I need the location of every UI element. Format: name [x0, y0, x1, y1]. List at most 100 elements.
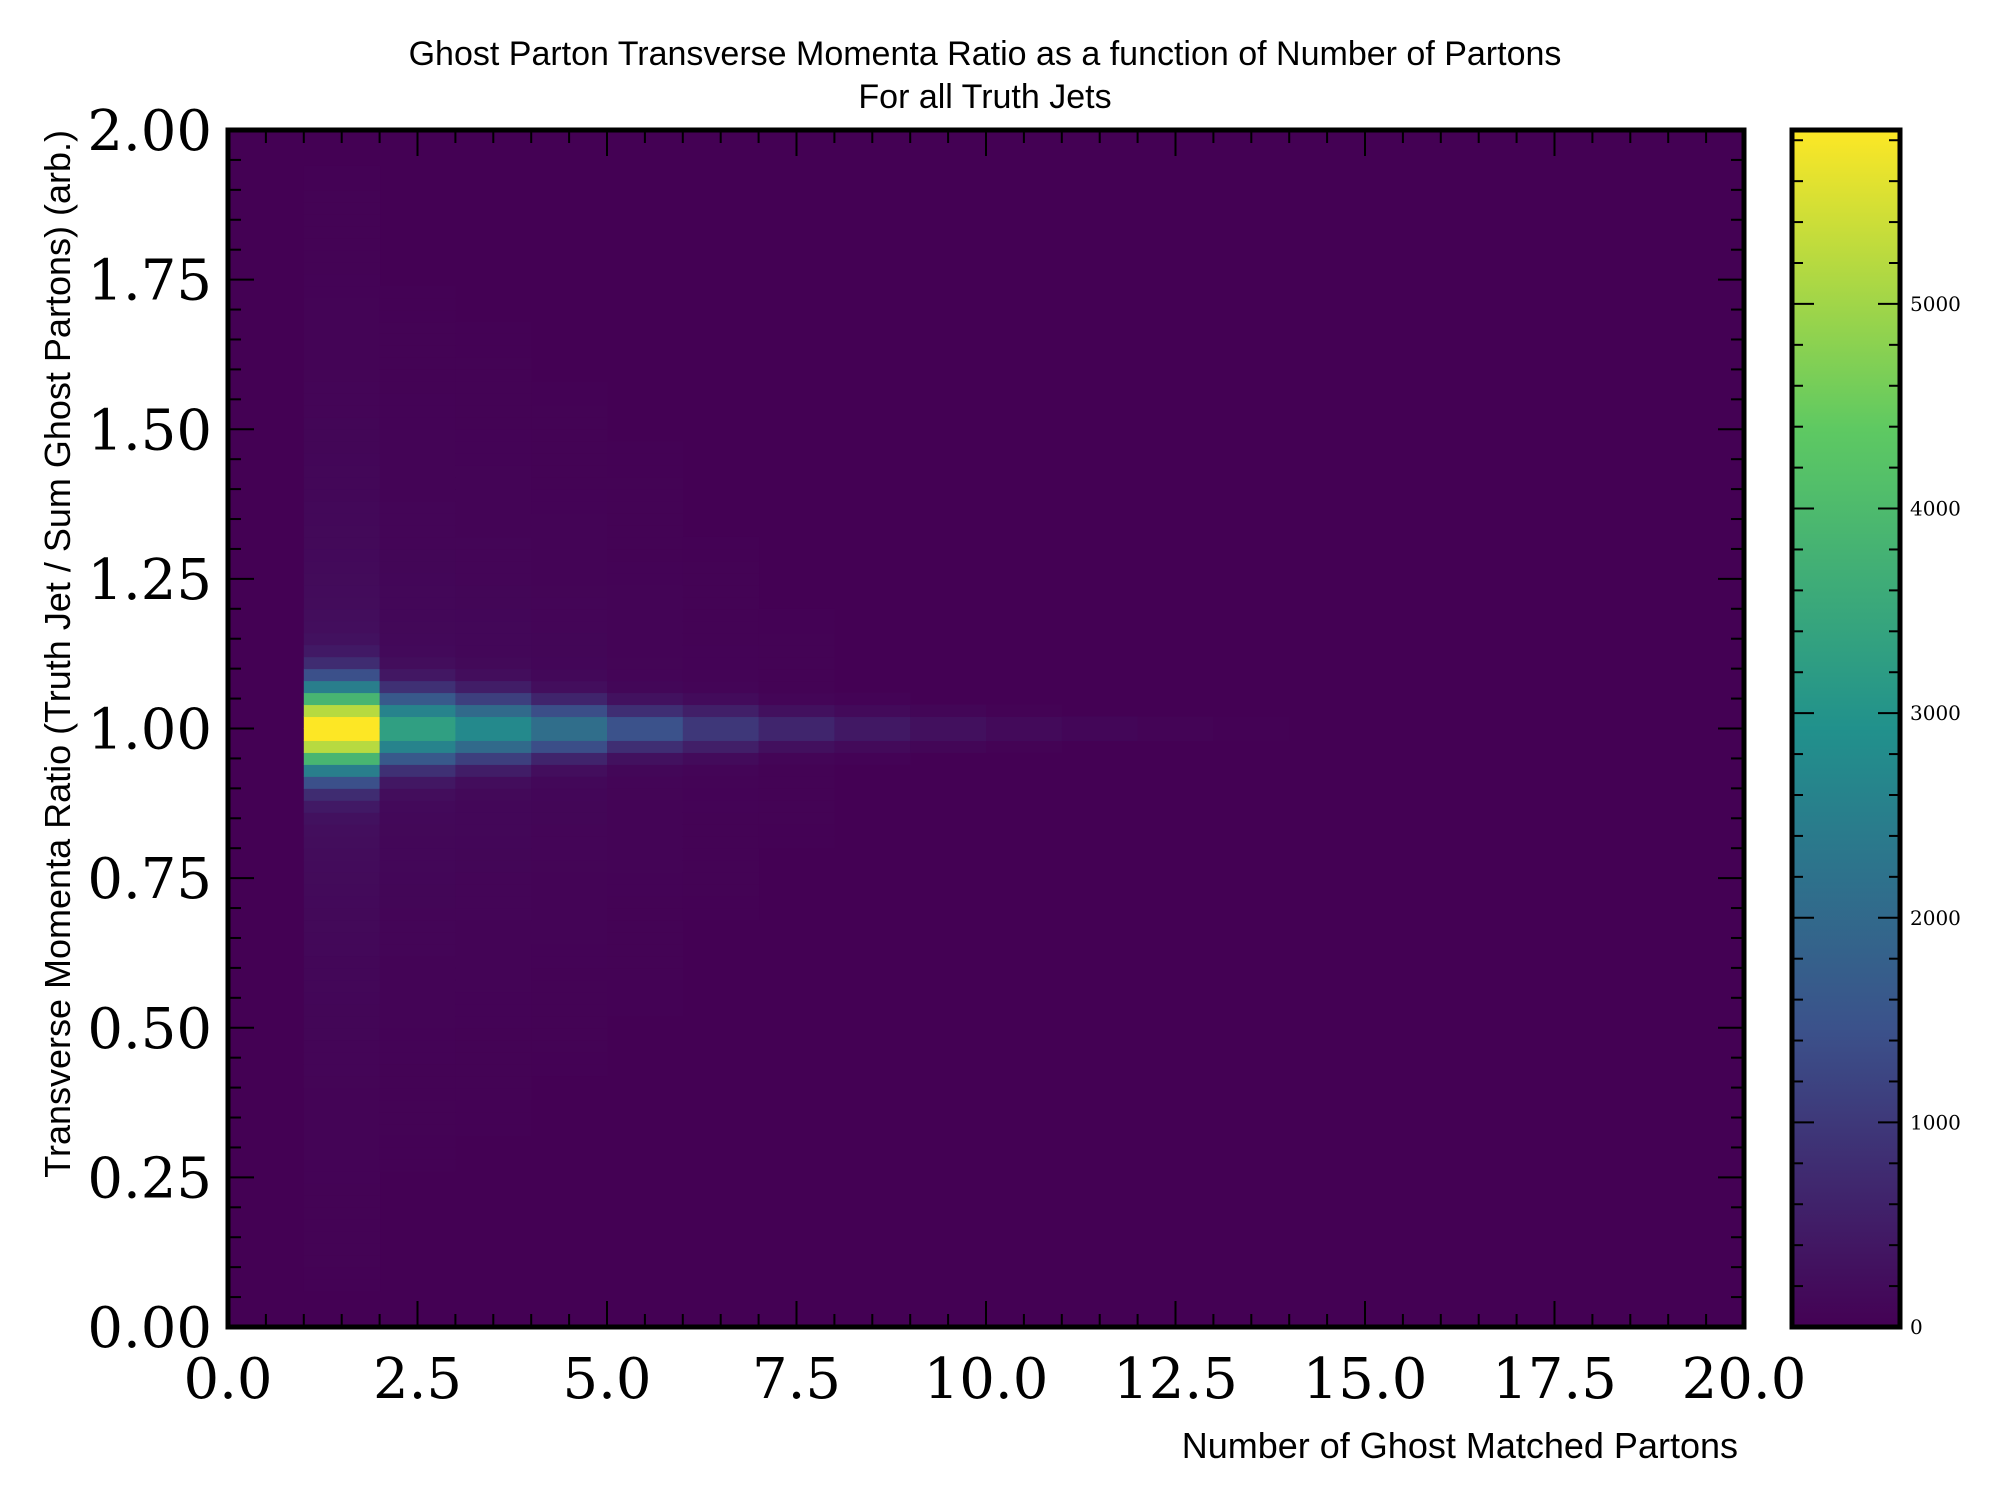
heatmap-cell: [758, 752, 835, 765]
heatmap-cell: [607, 1003, 684, 1017]
heatmap-cell: [303, 596, 381, 610]
heatmap-cell: [682, 860, 760, 873]
heatmap-cell: [455, 465, 532, 478]
heatmap-cell: [379, 955, 456, 969]
heatmap-cell: [303, 177, 381, 191]
heatmap-cell: [303, 189, 381, 203]
heatmap-cell: [379, 297, 456, 311]
heatmap-cell: [455, 644, 532, 658]
heatmap-cell: [682, 884, 760, 897]
heatmap-cell: [303, 752, 381, 765]
heatmap-cell: [531, 943, 608, 957]
heatmap-cell: [607, 584, 684, 598]
heatmap-cell: [303, 237, 381, 251]
heatmap-cell: [758, 716, 835, 729]
heatmap-cell: [1061, 716, 1139, 729]
heatmap-cell: [379, 1015, 456, 1029]
heatmap-cell: [455, 417, 532, 430]
heatmap-cell: [910, 728, 987, 741]
heatmap-cell: [303, 261, 381, 275]
heatmap-cell: [303, 1111, 381, 1125]
heatmap-cell: [379, 1099, 456, 1113]
heatmap-cell: [986, 740, 1063, 753]
heatmap-cell: [303, 225, 381, 239]
heatmap-cell: [455, 369, 532, 382]
heatmap-cell: [303, 513, 381, 526]
x-tick-label: 0.0: [183, 1347, 272, 1412]
heatmap-cell: [303, 824, 381, 837]
heatmap-cell: [455, 357, 532, 370]
heatmap-cell: [910, 704, 987, 718]
heatmap-cell: [455, 345, 532, 358]
heatmap-cell: [303, 285, 381, 299]
heatmap-cell: [682, 692, 760, 706]
heatmap-cell: [455, 1003, 532, 1017]
chart-title: Ghost Parton Transverse Momenta Ratio as…: [409, 35, 1562, 73]
heatmap-cell: [455, 800, 532, 813]
heatmap-cell: [455, 764, 532, 777]
heatmap-cell: [607, 812, 684, 825]
heatmap-cell: [531, 931, 608, 945]
colorbar: [1789, 127, 1903, 1330]
heatmap-cell: [303, 1255, 381, 1268]
heatmap-cell: [455, 513, 532, 526]
heatmap-cell: [455, 548, 532, 562]
heatmap-cell: [758, 620, 835, 634]
heatmap-cell: [303, 405, 381, 418]
heatmap-cell: [531, 704, 608, 718]
heatmap-cell: [607, 620, 684, 634]
heatmap-cell: [758, 824, 835, 837]
heatmap-cell: [607, 704, 684, 718]
heatmap-cell: [379, 668, 456, 682]
heatmap-cell: [531, 776, 608, 789]
heatmap-cell: [455, 848, 532, 861]
heatmap-cell: [379, 764, 456, 777]
heatmap-cell: [303, 1243, 381, 1256]
heatmap-cell: [303, 369, 381, 382]
heatmap-cell: [303, 1267, 381, 1280]
heatmap-cells: [228, 130, 1744, 1327]
heatmap-cell: [303, 836, 381, 849]
heatmap-cell: [455, 716, 532, 729]
heatmap-cell: [379, 812, 456, 825]
heatmap-cell: [531, 632, 608, 646]
heatmap-cell: [758, 812, 835, 825]
heatmap-cell: [303, 1063, 381, 1077]
heatmap-cell: [455, 405, 532, 418]
heatmap-cell: [531, 824, 608, 837]
heatmap-cell: [379, 441, 456, 454]
heatmap-cell: [455, 536, 532, 550]
heatmap-cell: [986, 716, 1063, 729]
heatmap-cell: [531, 848, 608, 861]
heatmap-cell: [682, 656, 760, 670]
heatmap-cell: [607, 596, 684, 610]
heatmap-cell: [531, 405, 608, 418]
x-tick-label: 15.0: [1303, 1347, 1428, 1412]
heatmap-cell: [758, 764, 835, 777]
heatmap-cell: [531, 608, 608, 622]
heatmap-cell: [531, 548, 608, 562]
heatmap-cell: [607, 536, 684, 550]
heatmap-cell: [607, 967, 684, 981]
x-tick-label: 10.0: [924, 1347, 1049, 1412]
heatmap-cell: [758, 692, 835, 706]
heatmap-cell: [303, 812, 381, 825]
heatmap-cell: [682, 764, 760, 777]
heatmap-cell: [303, 1159, 381, 1172]
heatmap-cell: [379, 800, 456, 813]
y-tick-label: 0.50: [87, 997, 212, 1062]
colorbar-tick-label: 0: [1910, 1315, 1923, 1339]
heatmap-cell: [758, 740, 835, 753]
heatmap-cell: [531, 536, 608, 550]
heatmap-cell: [607, 572, 684, 586]
heatmap-cell: [682, 560, 760, 574]
heatmap-cell: [303, 1171, 381, 1184]
heatmap-cell: [531, 884, 608, 897]
heatmap-cell: [455, 908, 532, 921]
heatmap-cell: [531, 596, 608, 610]
heatmap-cell: [303, 477, 381, 490]
heatmap-cell: [607, 489, 684, 502]
heatmap-cell: [607, 441, 684, 454]
heatmap-cell: [607, 644, 684, 658]
